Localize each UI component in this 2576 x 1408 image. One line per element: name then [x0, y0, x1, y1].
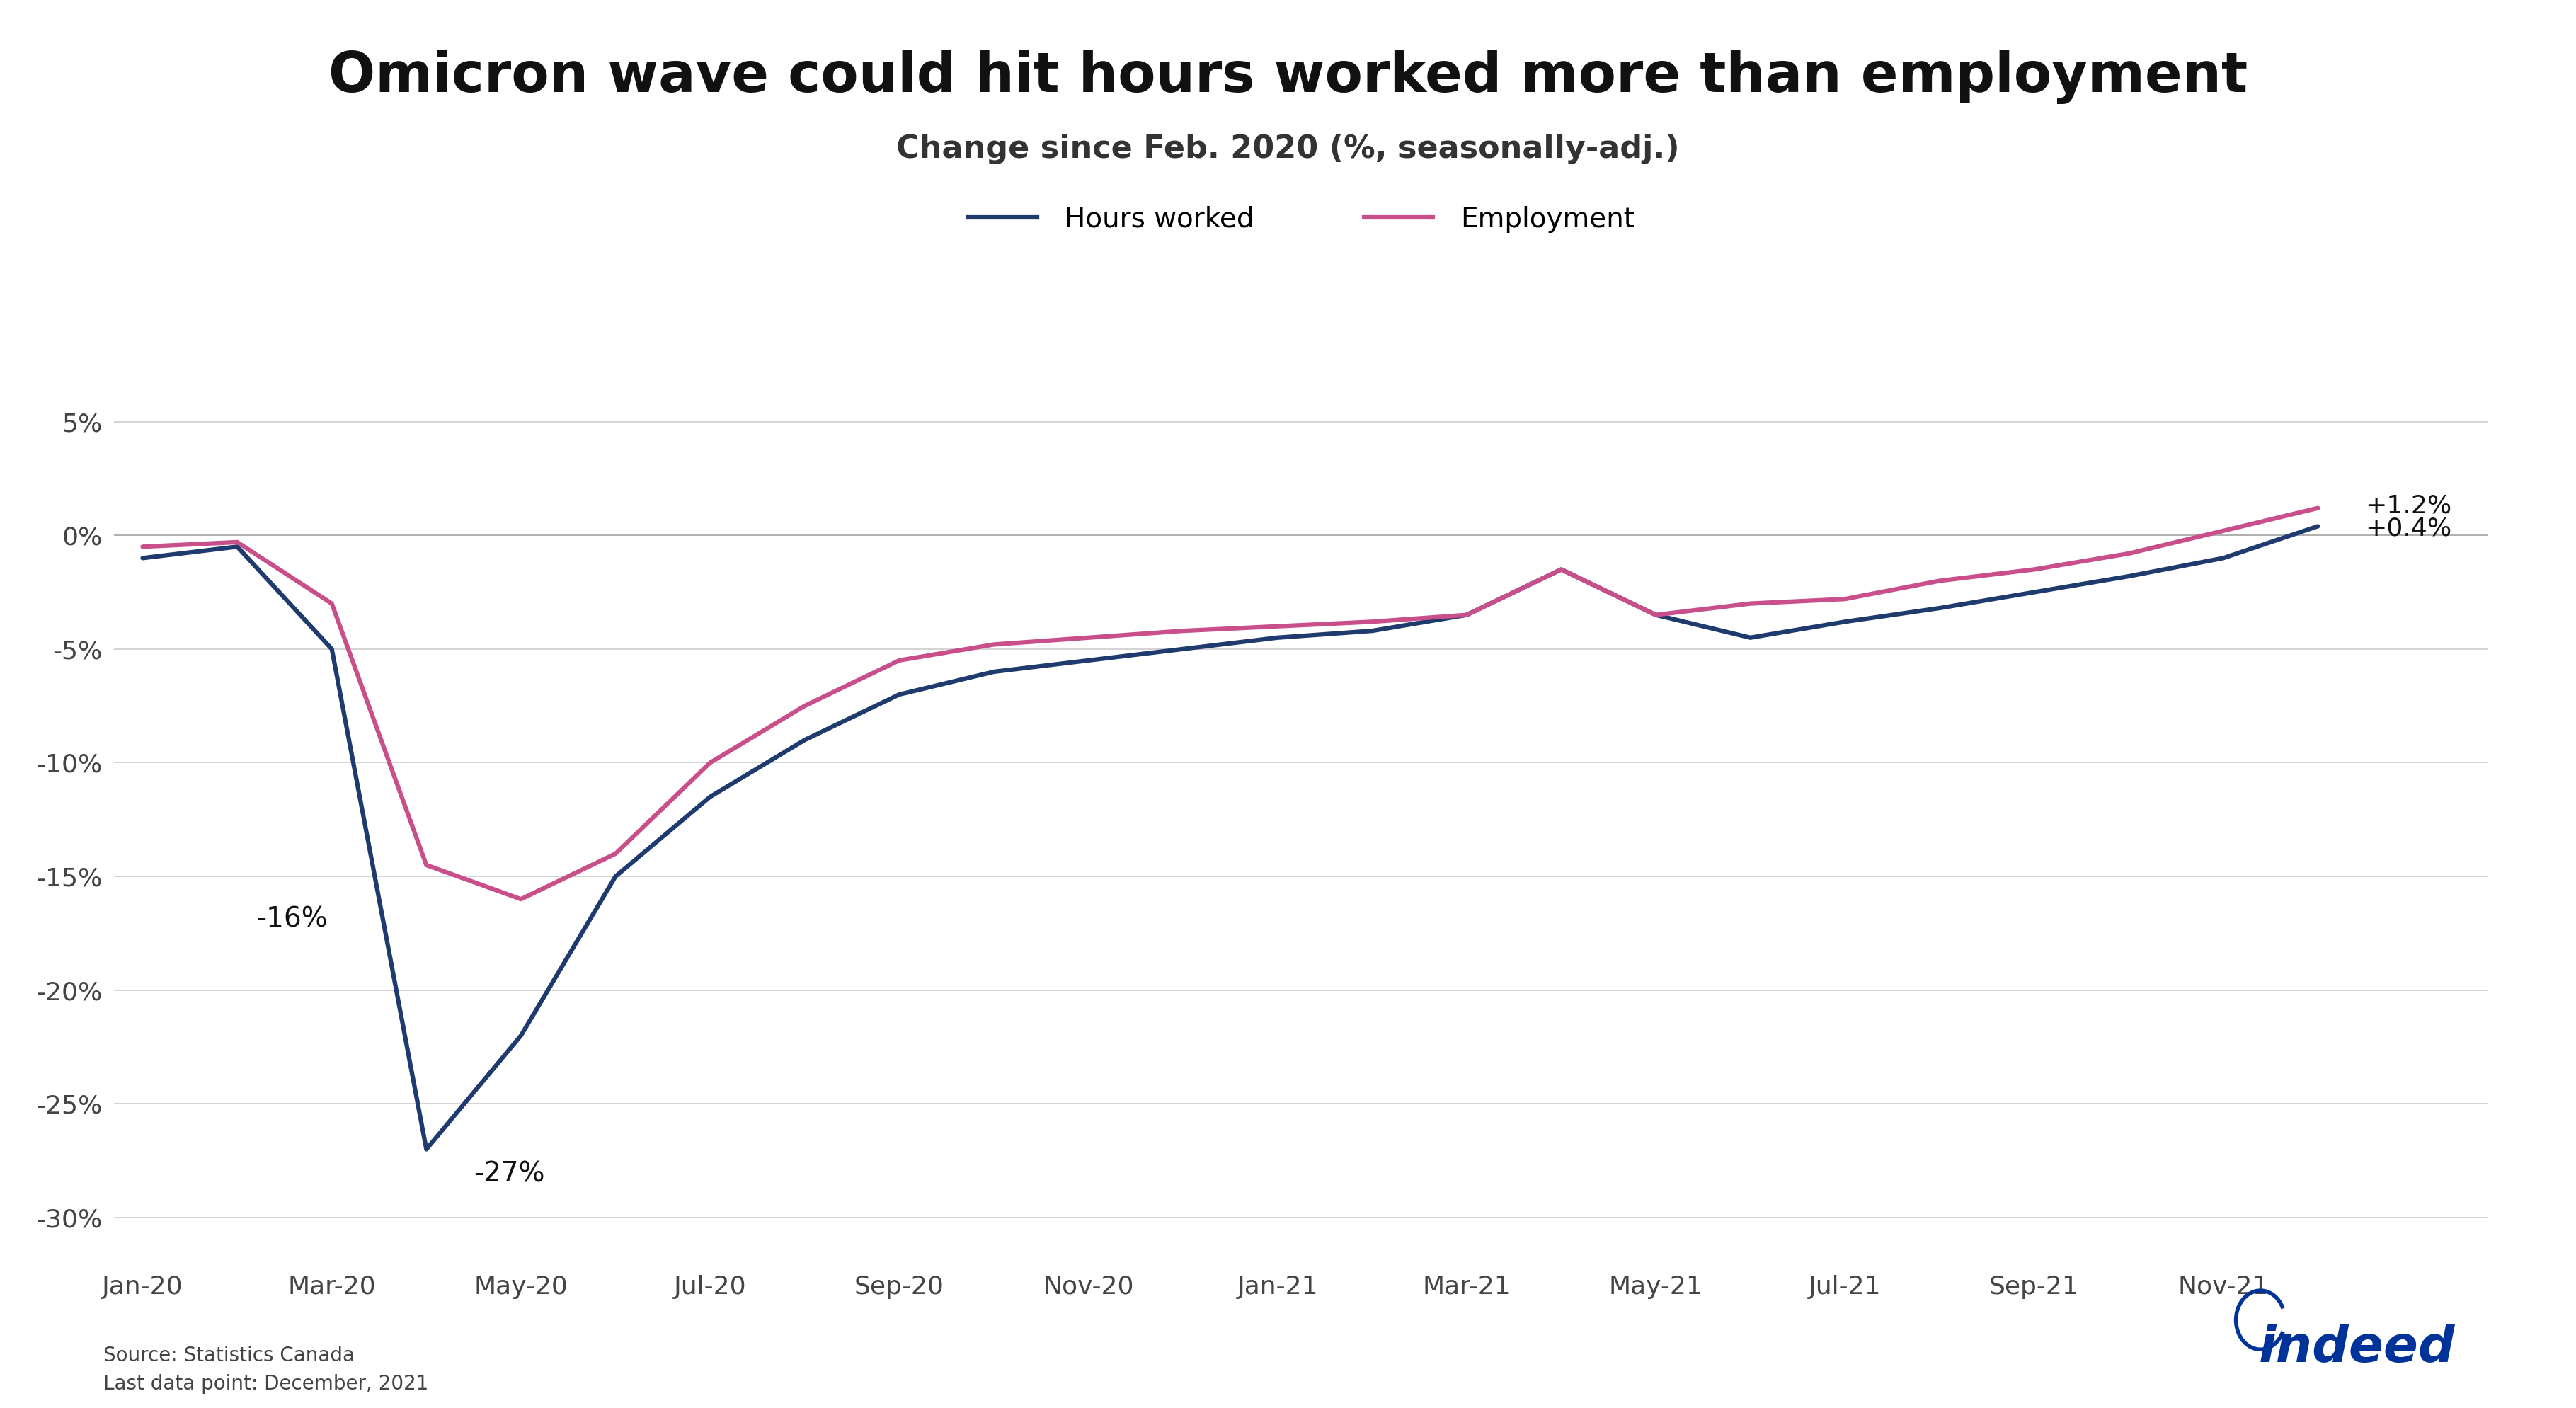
Text: Last data point: December, 2021: Last data point: December, 2021 — [103, 1374, 428, 1394]
Text: -16%: -16% — [255, 905, 327, 934]
Text: indeed: indeed — [2259, 1324, 2455, 1373]
Text: Omicron wave could hit hours worked more than employment: Omicron wave could hit hours worked more… — [327, 49, 2249, 104]
Legend: Hours worked, Employment: Hours worked, Employment — [958, 194, 1646, 244]
Text: +1.2%: +1.2% — [2365, 494, 2452, 518]
Text: Source: Statistics Canada: Source: Statistics Canada — [103, 1346, 355, 1366]
Text: Change since Feb. 2020 (%, seasonally-adj.): Change since Feb. 2020 (%, seasonally-ad… — [896, 134, 1680, 165]
Text: +0.4%: +0.4% — [2365, 517, 2452, 541]
Text: -27%: -27% — [474, 1160, 544, 1187]
